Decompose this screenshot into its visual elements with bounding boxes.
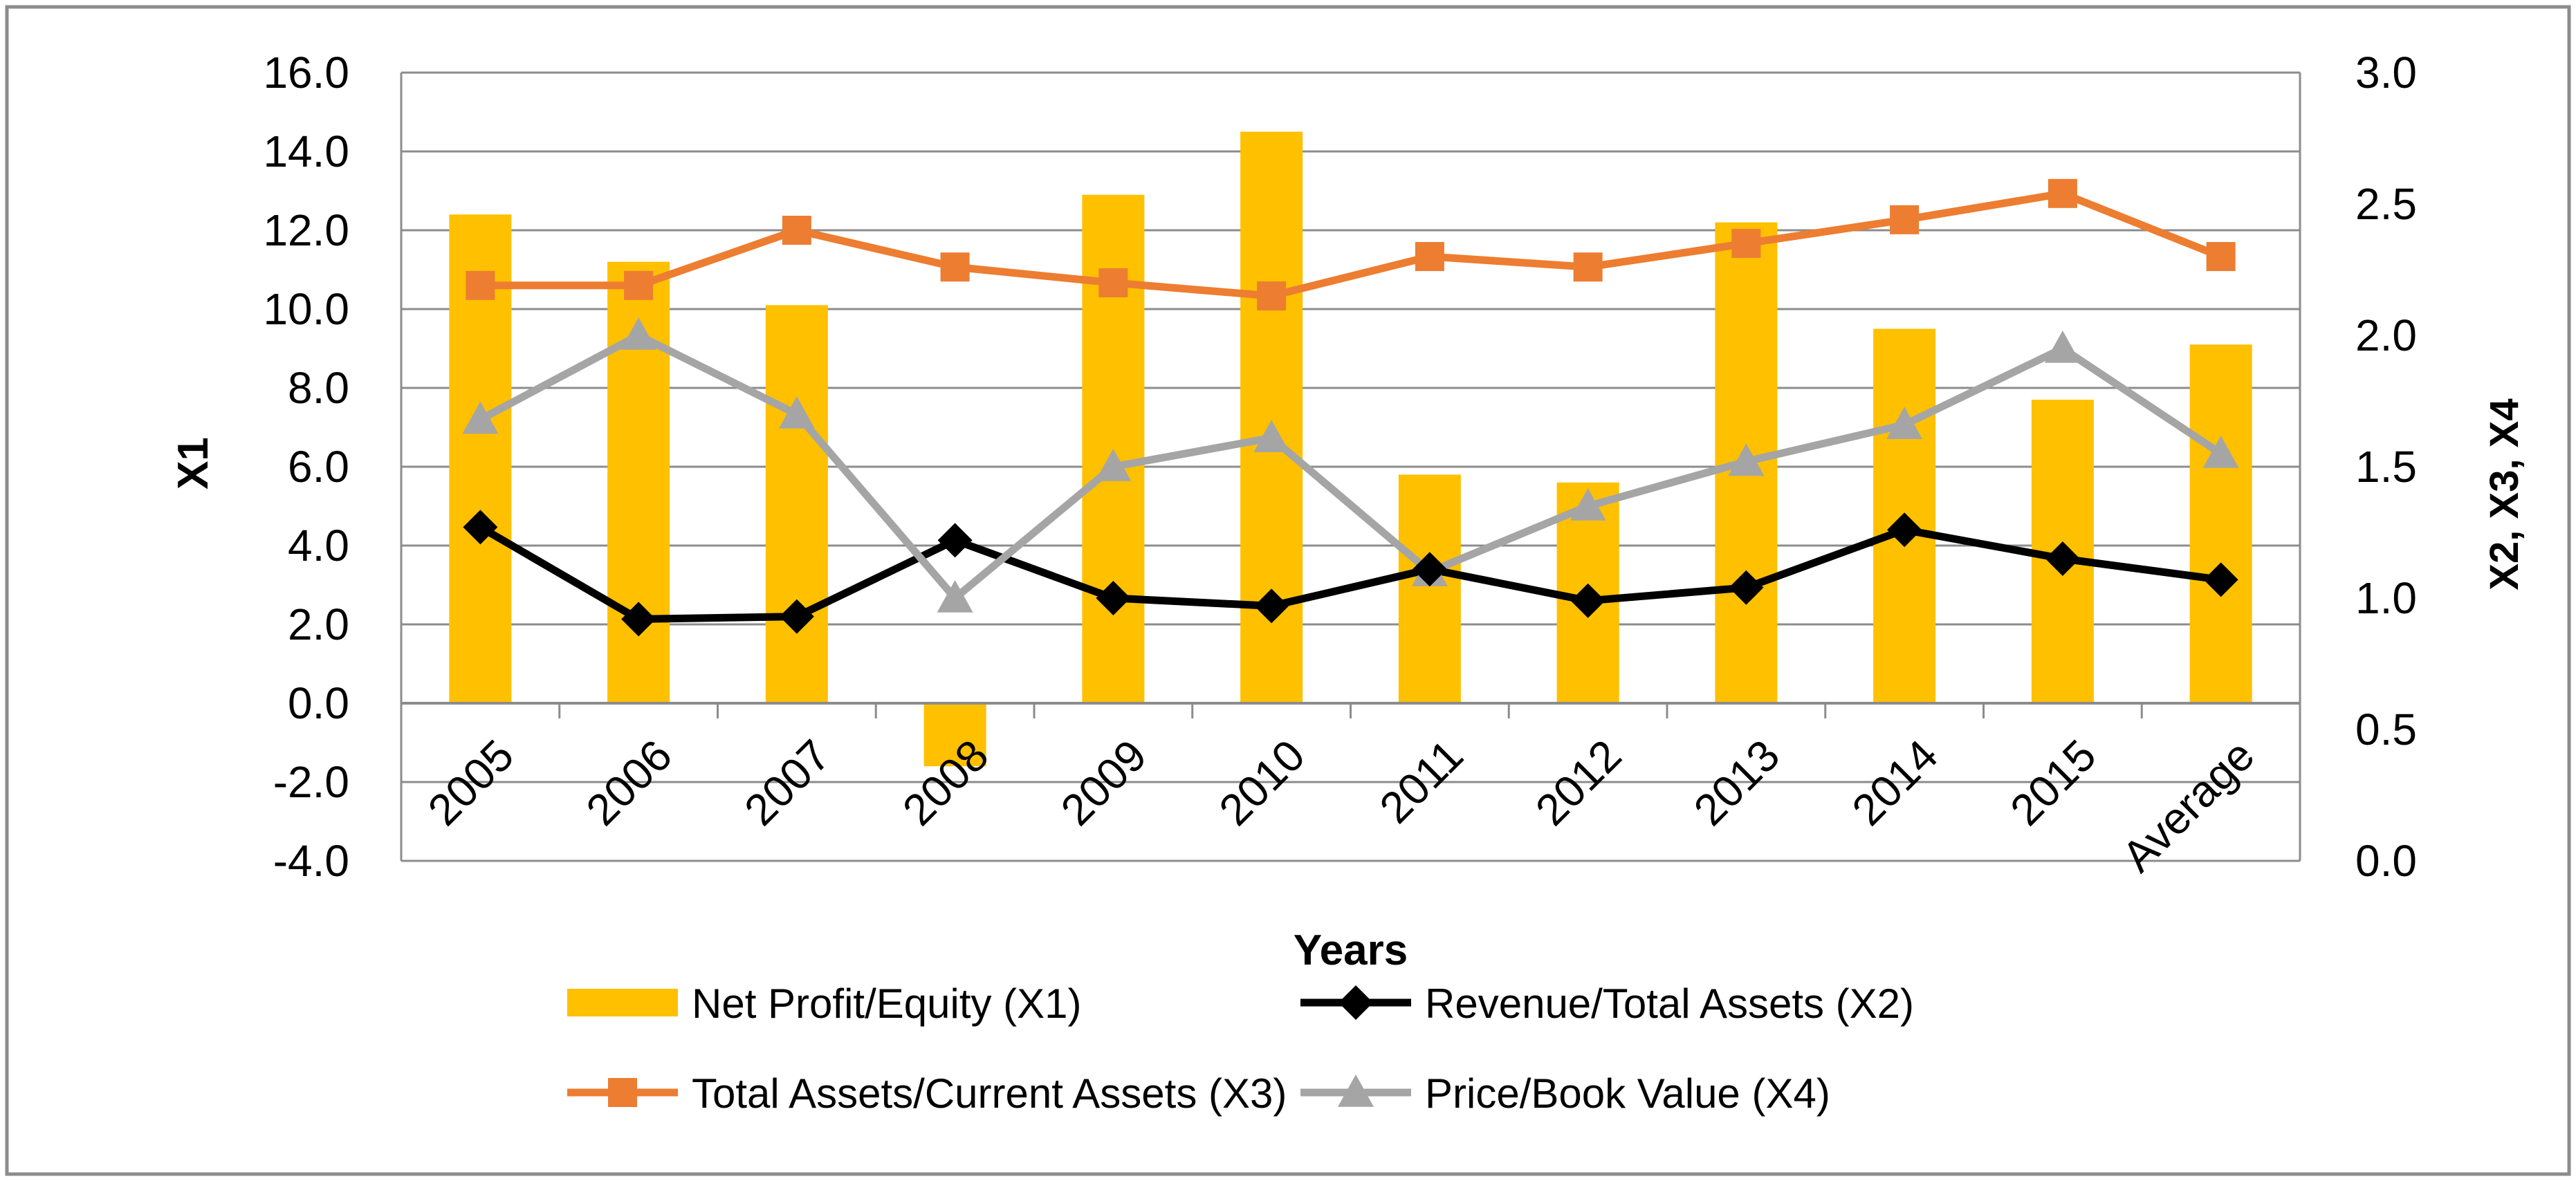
- y-right-tick-label: 3.0: [2355, 48, 2417, 97]
- point-marker: [1253, 420, 1290, 452]
- legend-item: Price/Book Value (X4): [1300, 1070, 1830, 1117]
- point-marker: [779, 599, 814, 634]
- bar-2008: [923, 703, 986, 767]
- point-marker: [940, 252, 970, 282]
- point-marker: [1338, 985, 1373, 1020]
- legend-swatch: [567, 989, 678, 1016]
- y-left-tick-label: 6.0: [288, 442, 349, 492]
- point-marker: [778, 396, 815, 429]
- point-marker: [1415, 242, 1444, 271]
- legend-item: Total Assets/Current Assets (X3): [567, 1070, 1287, 1117]
- point-marker: [1890, 205, 1920, 234]
- y-left-tick-label: 16.0: [263, 48, 349, 97]
- point-marker: [1095, 449, 1132, 481]
- point-marker: [2202, 436, 2239, 468]
- point-marker: [1338, 1075, 1374, 1107]
- y-left-tick-label: -4.0: [273, 836, 349, 886]
- y-right-tick-label: 2.0: [2355, 310, 2417, 360]
- bar-2007: [765, 305, 828, 703]
- point-marker: [1570, 583, 1606, 618]
- point-marker: [937, 580, 973, 613]
- y-right-tick-label: 2.5: [2355, 179, 2417, 229]
- point-marker: [1886, 407, 1923, 439]
- point-marker: [2203, 562, 2238, 597]
- legend-item: Revenue/Total Assets (X2): [1300, 980, 1914, 1027]
- legend-label: Price/Book Value (X4): [1425, 1070, 1830, 1117]
- point-marker: [2206, 242, 2236, 271]
- y-left-tick-label: 12.0: [263, 205, 349, 255]
- point-marker: [608, 1078, 637, 1107]
- bar-2011: [1398, 474, 1461, 703]
- x-axis-title: Years: [1294, 927, 1408, 974]
- y-left-tick-label: 8.0: [288, 363, 349, 413]
- y-left-tick-label: 14.0: [263, 127, 349, 176]
- point-marker: [1098, 268, 1128, 297]
- y-left-axis-title: X1: [169, 437, 217, 490]
- point-marker: [620, 317, 657, 350]
- point-marker: [2048, 178, 2077, 208]
- legend-label: Net Profit/Equity (X1): [692, 980, 1082, 1027]
- point-marker: [1731, 229, 1761, 258]
- y-left-tick-label: 0.0: [288, 678, 349, 728]
- legend-label: Total Assets/Current Assets (X3): [692, 1070, 1287, 1117]
- series-line-Price/Book Value (X4): [478, 331, 2223, 602]
- y-left-tick-label: 2.0: [288, 599, 349, 649]
- y-left-tick-label: 4.0: [288, 521, 349, 570]
- point-marker: [1729, 570, 1764, 605]
- y-right-tick-label: 0.0: [2355, 836, 2417, 886]
- point-marker: [1728, 443, 1765, 476]
- point-marker: [462, 401, 499, 434]
- point-marker: [782, 216, 811, 245]
- bar-Average: [2189, 344, 2252, 703]
- point-marker: [2044, 331, 2081, 363]
- y-right-tick-label: 0.5: [2355, 705, 2417, 754]
- point-marker: [1254, 588, 1289, 624]
- point-marker: [2045, 541, 2080, 576]
- point-marker: [937, 523, 973, 558]
- point-marker: [1570, 488, 1606, 521]
- point-marker: [466, 270, 495, 300]
- y-right-tick-label: 1.0: [2355, 573, 2417, 623]
- point-marker: [621, 602, 656, 637]
- point-marker: [1096, 581, 1131, 615]
- point-marker: [1412, 552, 1447, 587]
- point-marker: [624, 270, 654, 300]
- y-right-tick-label: 1.5: [2355, 442, 2417, 492]
- series-line-Total Assets/Current Assets (X3): [480, 189, 2223, 300]
- point-marker: [1887, 512, 1922, 548]
- point-marker: [1257, 281, 1287, 310]
- legend-item: Net Profit/Equity (X1): [567, 980, 1082, 1027]
- legend-label: Revenue/Total Assets (X2): [1425, 980, 1914, 1027]
- point-marker: [463, 510, 498, 545]
- y-right-axis-title: X2, X3, X4: [2482, 398, 2527, 590]
- series-line-Revenue/Total Assets (X2): [478, 523, 2222, 623]
- y-left-tick-label: -2.0: [273, 757, 349, 807]
- y-left-tick-label: 10.0: [263, 284, 349, 334]
- point-marker: [1573, 252, 1603, 282]
